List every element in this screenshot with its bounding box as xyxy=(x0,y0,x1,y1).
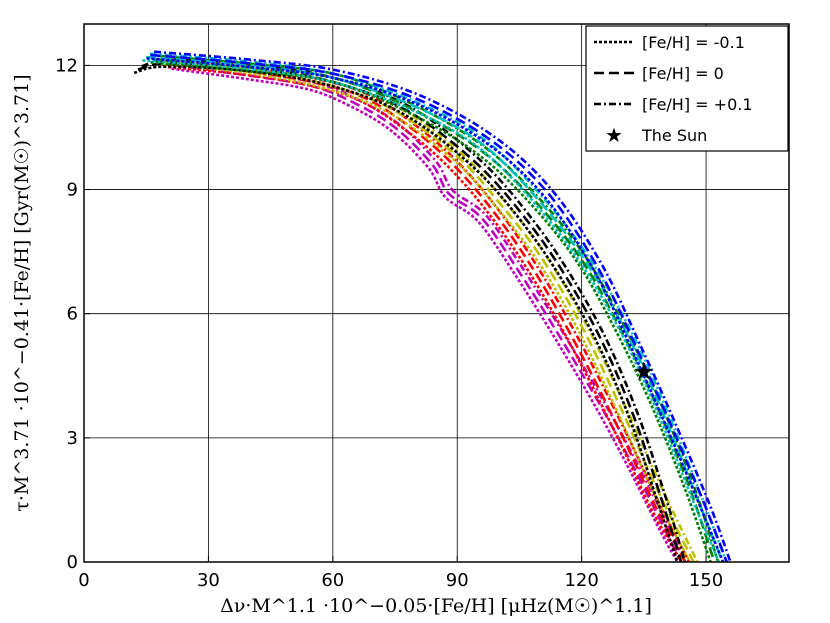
series-group xyxy=(133,50,732,562)
legend: [Fe/H] = -0.1 [Fe/H] = 0 [Fe/H] = +0.1 ★… xyxy=(585,25,789,152)
ticks: 0 30 60 90 120 150 0 3 6 9 12 xyxy=(55,55,723,591)
y-tick-label: 0 xyxy=(67,552,78,573)
y-tick-label: 9 xyxy=(67,180,78,201)
y-axis-label: τ·M^3.71 ·10^−0.41·[Fe/H] [Gyr(M☉)^3.71] xyxy=(11,74,33,511)
curve-magenta-dashdot xyxy=(178,60,687,562)
legend-box xyxy=(585,25,789,152)
legend-star-icon: ★ xyxy=(605,123,623,147)
y-tick-label: 12 xyxy=(55,55,78,76)
curve-cyan-dashed xyxy=(146,55,724,562)
x-tick-label: 90 xyxy=(446,570,469,591)
legend-label-feh-minus: [Fe/H] = -0.1 xyxy=(642,33,745,52)
curve-black-dotted xyxy=(133,65,679,562)
sun-marker: ★ xyxy=(633,358,655,386)
curve-cyan-dotted xyxy=(142,59,721,562)
curve-green-dotted xyxy=(150,61,712,562)
y-tick-label: 6 xyxy=(67,304,78,325)
x-tick-label: 0 xyxy=(78,570,89,591)
x-tick-label: 60 xyxy=(321,570,344,591)
legend-label-feh-zero: [Fe/H] = 0 xyxy=(642,64,724,83)
sun-star-icon: ★ xyxy=(633,358,655,386)
plot-frame xyxy=(83,23,790,563)
x-tick-label: 30 xyxy=(197,570,220,591)
legend-label-sun: The Sun xyxy=(641,126,707,145)
y-tick-label: 3 xyxy=(67,428,78,449)
curve-blue-dashed xyxy=(150,53,729,562)
curve-blue-dotted xyxy=(146,57,725,562)
curve-magenta-dotted xyxy=(171,67,679,562)
curve-blue-dashdot xyxy=(153,50,732,562)
x-tick-label: 120 xyxy=(564,570,598,591)
x-tick-label: 150 xyxy=(689,570,723,591)
x-axis-label: Δν·M^1.1 ·10^−0.05·[Fe/H] [μHz(M☉)^1.1] xyxy=(220,595,652,617)
legend-label-feh-plus: [Fe/H] = +0.1 xyxy=(642,95,753,114)
